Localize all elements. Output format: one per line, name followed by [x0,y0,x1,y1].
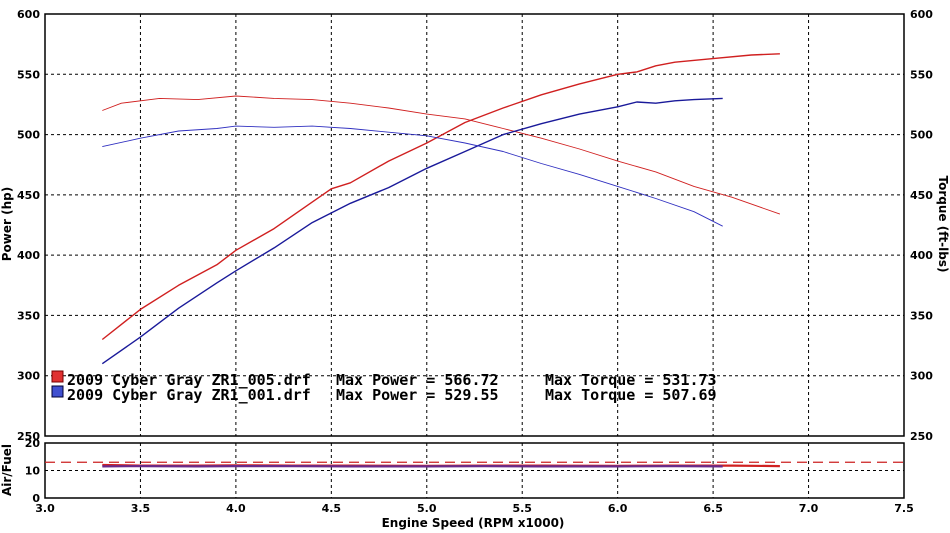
x-tick-label: 3.5 [131,502,151,515]
y-tick-label-left: 250 [17,430,40,443]
x-tick-label: 4.0 [226,502,246,515]
y-tick-label-left: 350 [17,309,40,322]
legend-power-1: Max Power = 566.72 [336,371,499,389]
airfuel-tick-label: 10 [25,465,41,478]
airfuel-tick-label: 20 [25,437,41,450]
main-plot-grid [44,13,905,437]
x-axis-title: Engine Speed (RPM x1000) [382,516,565,530]
y-tick-label-left: 450 [17,189,40,202]
y-tick-label-left: 600 [17,8,40,21]
main-plot-frame [44,13,905,437]
y-axis-title-right: Torque (ft-lbs) [936,176,950,273]
y-tick-label-left: 500 [17,129,40,142]
x-tick-label: 5.5 [512,502,532,515]
series-line-power-001 [101,97,723,365]
x-tick-label: 6.0 [608,502,628,515]
y-tick-label-right: 250 [910,430,933,443]
y-tick-label-right: 350 [910,309,933,322]
legend-swatch-2 [51,385,64,398]
airfuel-plot-grid [44,442,905,499]
x-tick-label: 7.0 [799,502,819,515]
y-tick-label-right: 300 [910,370,933,383]
x-tick-label: 5.0 [417,502,437,515]
y-tick-label-left: 550 [17,68,40,81]
x-tick-label: 4.5 [322,502,342,515]
x-tick-label: 6.5 [703,502,723,515]
airfuel-axis-title: Air/Fuel [0,444,14,496]
y-tick-label-left: 300 [17,370,40,383]
legend: 2009 Cyber Gray ZR1_005.drf Max Power = … [51,370,717,404]
y-tick-label-left: 400 [17,249,40,262]
x-tick-label: 7.5 [894,502,914,515]
legend-torque-1: Max Torque = 531.73 [545,371,717,389]
y-tick-label-right: 450 [910,189,933,202]
y-tick-label-right: 600 [910,8,933,21]
legend-torque-2: Max Torque = 507.69 [545,386,717,404]
y-axis-title-left: Power (hp) [0,187,14,261]
main-plot-series [101,53,781,365]
legend-file-1: 2009 Cyber Gray ZR1_005.drf [67,371,311,389]
axis-ticks: 3.0 3.5 4.0 4.5 5.0 5.5 6.0 6.5 7.0 7.5 250 250 300 3… [17,8,933,515]
legend-file-2: 2009 Cyber Gray ZR1_001.drf [67,386,311,404]
series-line-power-005 [101,53,780,341]
y-tick-label-right: 500 [910,129,933,142]
legend-swatch-1 [51,370,64,383]
legend-power-2: Max Power = 529.55 [336,386,499,404]
airfuel-tick-label: 0 [32,492,40,505]
y-tick-label-right: 550 [910,68,933,81]
airfuel-plot-series [45,461,904,468]
series-line-torque-005 [102,95,781,215]
series-line-torque-001 [102,125,723,227]
y-tick-label-right: 400 [910,249,933,262]
x-tick-label: 3.0 [35,502,55,515]
